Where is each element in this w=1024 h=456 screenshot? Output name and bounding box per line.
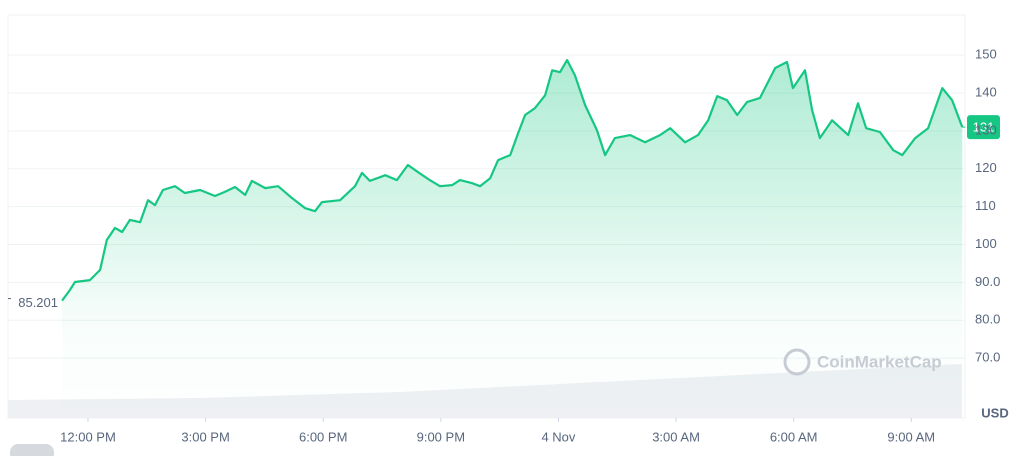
x-tick-label: 3:00 AM bbox=[652, 429, 700, 444]
price-line bbox=[61, 59, 964, 302]
y-tick-label: 130 bbox=[975, 122, 997, 137]
x-tick-label: 9:00 AM bbox=[887, 429, 935, 444]
start-price: 85.201 bbox=[18, 295, 58, 310]
nav-button[interactable] bbox=[10, 444, 54, 456]
watermark-text: CoinMarketCap bbox=[817, 352, 942, 371]
y-tick-label: 120 bbox=[975, 160, 997, 175]
x-tick-label: 12:00 PM bbox=[60, 429, 116, 444]
y-tick-label: 150 bbox=[975, 47, 997, 62]
y-axis-label: USD bbox=[981, 405, 1008, 420]
area bbox=[62, 60, 963, 418]
watermark: CoinMarketCap bbox=[783, 348, 942, 376]
plot: 131 85.201 bbox=[8, 59, 1000, 418]
x-tick-label: 9:00 PM bbox=[417, 429, 465, 444]
x-tick-label: 3:00 PM bbox=[181, 429, 229, 444]
current-badge bbox=[967, 115, 1000, 140]
y-tick-label: 70.0 bbox=[975, 350, 1000, 365]
y-tick-label: 80.0 bbox=[975, 312, 1000, 327]
y-tick-label: 90.0 bbox=[975, 274, 1000, 289]
y-tick-label: 100 bbox=[975, 236, 997, 251]
current-price: 131 bbox=[973, 120, 995, 135]
y-tick-label: 140 bbox=[975, 84, 997, 99]
x-tick-label: 6:00 PM bbox=[299, 429, 347, 444]
x-tick-label: 4 Nov bbox=[541, 429, 575, 444]
watermark-logo bbox=[783, 348, 811, 376]
y-tick-label: 110 bbox=[975, 198, 996, 213]
x-tick-label: 6:00 AM bbox=[770, 429, 818, 444]
